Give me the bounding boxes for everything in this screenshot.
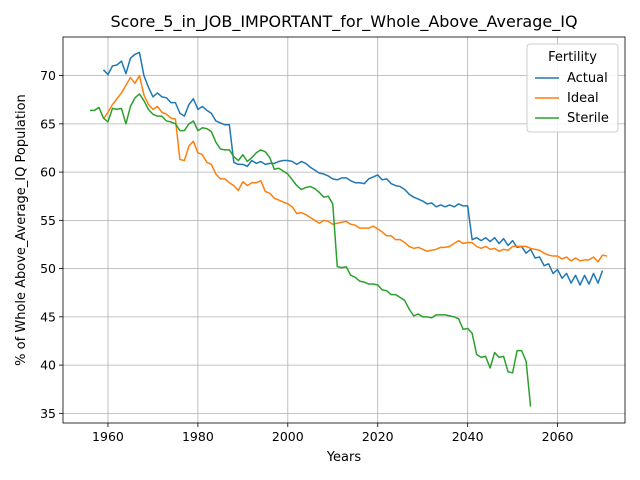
legend-title: Fertility <box>548 50 597 65</box>
y-tick-label: 40 <box>40 358 56 373</box>
legend-label-ideal: Ideal <box>567 91 599 106</box>
x-tick-label: 1980 <box>182 429 214 444</box>
y-tick-label: 65 <box>40 116 56 131</box>
y-tick-label: 35 <box>40 406 56 421</box>
y-axis-label: % of Whole Above_Average_IQ Population <box>14 94 29 366</box>
x-tick-label: 2020 <box>362 429 394 444</box>
y-tick-label: 60 <box>40 165 56 180</box>
chart-title: Score_5_in_JOB_IMPORTANT_for_Whole_Above… <box>110 12 577 32</box>
x-tick-label: 2040 <box>452 429 484 444</box>
x-tick-label: 2000 <box>272 429 304 444</box>
legend-label-actual: Actual <box>567 71 608 86</box>
y-tick-label: 70 <box>40 68 56 83</box>
y-tick-label: 55 <box>40 213 56 228</box>
legend: Fertility Actual Ideal Sterile <box>527 44 618 132</box>
x-axis-label: Years <box>326 450 362 465</box>
x-tick-label: 2060 <box>542 429 574 444</box>
legend-label-sterile: Sterile <box>567 111 609 126</box>
x-tick-label: 1960 <box>92 429 124 444</box>
y-tick-label: 45 <box>40 309 56 324</box>
y-tick-label: 50 <box>40 261 56 276</box>
